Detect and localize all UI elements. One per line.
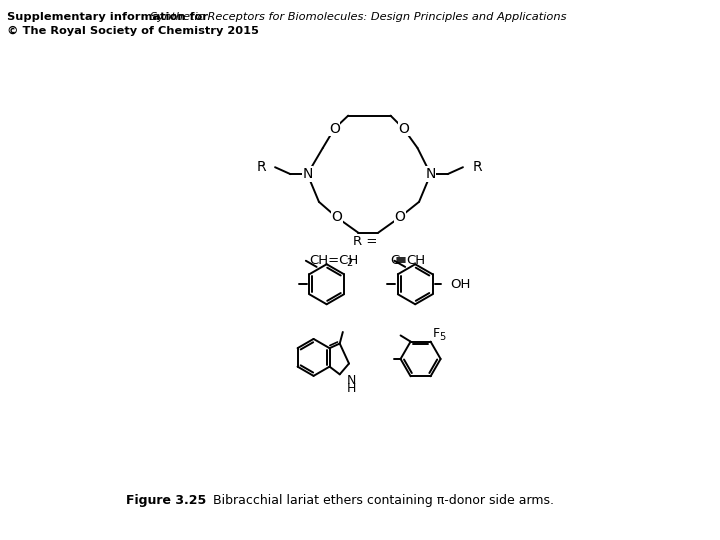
Text: N: N (302, 167, 312, 181)
Text: CH=CH: CH=CH (310, 254, 359, 267)
Text: R =: R = (353, 235, 377, 248)
Text: C: C (390, 254, 400, 267)
Text: H: H (346, 382, 356, 395)
Text: Bibracchial lariat ethers containing π-donor side arms.: Bibracchial lariat ethers containing π-d… (205, 494, 554, 507)
Text: CH: CH (407, 254, 426, 267)
Text: O: O (395, 210, 405, 224)
Text: O: O (329, 122, 340, 136)
Text: Figure 3.25: Figure 3.25 (126, 494, 206, 507)
Text: Synthetic Receptors for Biomolecules: Design Principles and Applications: Synthetic Receptors for Biomolecules: De… (150, 12, 566, 22)
Text: F: F (433, 327, 440, 340)
Text: © The Royal Society of Chemistry 2015: © The Royal Society of Chemistry 2015 (7, 26, 259, 36)
Text: N: N (346, 374, 356, 387)
Text: 2: 2 (346, 258, 353, 268)
Text: O: O (331, 210, 342, 224)
Text: Supplementary information for: Supplementary information for (7, 12, 212, 22)
Text: R: R (256, 160, 266, 174)
Text: OH: OH (451, 278, 471, 291)
Text: 5: 5 (439, 333, 445, 342)
Text: N: N (426, 167, 436, 181)
Text: O: O (398, 122, 409, 136)
Text: R: R (472, 160, 482, 174)
